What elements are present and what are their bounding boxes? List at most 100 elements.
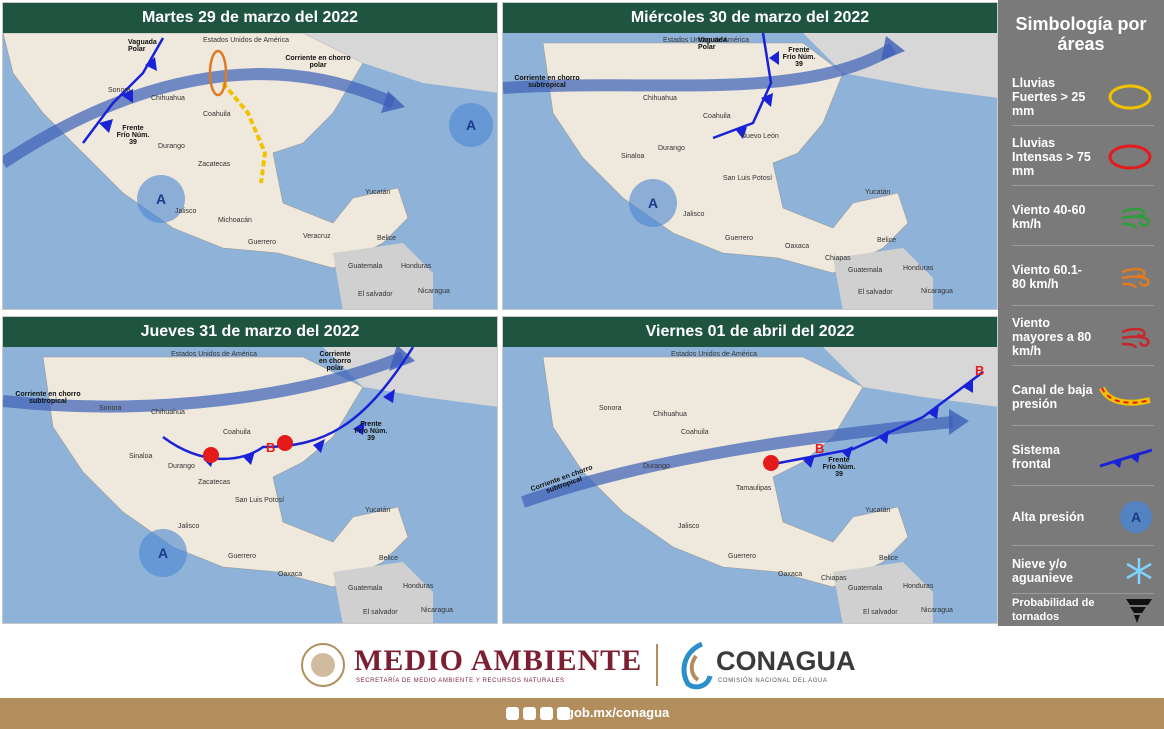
state-label: Durango — [158, 143, 185, 150]
country-label: Estados Unidos de América — [671, 351, 757, 358]
country-label: Nicaragua — [421, 607, 453, 614]
weather-map: B A — [3, 345, 497, 623]
trough-label: Vaguada Polar — [128, 39, 157, 53]
front-label: Frente Frío Núm. 39 — [822, 457, 856, 478]
legend-item-intense-rain: Lluvias Intensas > 75 mm — [1012, 128, 1154, 186]
panel-title: Jueves 31 de marzo del 2022 — [3, 317, 497, 347]
state-label: Sonora — [99, 405, 122, 412]
trough-icon — [1099, 385, 1151, 406]
state-label: Zacatecas — [198, 479, 231, 486]
conagua-logo-icon — [681, 641, 713, 690]
youtube-icon[interactable] — [557, 707, 570, 720]
state-label: Sinaloa — [129, 453, 153, 460]
legend-label: Viento mayores a 80 km/h — [1012, 315, 1092, 358]
jet-label: Corriente en chorro polar — [285, 55, 351, 69]
country-label: El salvador — [858, 289, 893, 296]
social-icons — [506, 707, 570, 720]
state-label: Jalisco — [175, 208, 197, 215]
legend-label: Viento 60.1-80 km/h — [1012, 262, 1082, 291]
state-label: San Luis Potosí — [235, 497, 285, 504]
state-label: Chiapas — [825, 255, 851, 262]
high-pressure-icon: A — [1120, 500, 1152, 533]
country-label: Estados Unidos de América — [203, 37, 289, 44]
instagram-icon[interactable] — [540, 707, 553, 720]
jet-label: Corriente en chorro subtropical — [15, 391, 81, 405]
brand-medio-ambiente-sub: SECRETARÍA DE MEDIO AMBIENTE Y RECURSOS … — [356, 678, 565, 684]
high-pressure-label: A — [156, 191, 166, 207]
state-label: Guerrero — [725, 235, 754, 242]
country-label: El salvador — [863, 609, 898, 616]
state-label: Durango — [168, 463, 195, 470]
country-label: Nicaragua — [921, 288, 953, 295]
state-label: Coahuila — [223, 429, 251, 436]
legend-label: Lluvias Intensas > 75 mm — [1012, 135, 1091, 178]
trough-label: Vaguada Polar — [698, 37, 727, 51]
jet-label: Corriente en chorro subtropical — [514, 75, 580, 89]
high-pressure-label: A — [158, 545, 168, 561]
green-wind-icon — [1121, 207, 1150, 229]
state-label: Oaxaca — [778, 571, 803, 578]
state-label: Yucatán — [365, 189, 391, 196]
state-label: Durango — [658, 145, 685, 152]
state-label: Jalisco — [678, 523, 700, 530]
coat-of-arms-icon — [301, 643, 345, 687]
country-label: Guatemala — [848, 585, 883, 592]
state-label: Coahuila — [681, 429, 709, 436]
country-label: Guatemala — [348, 263, 383, 270]
country-label: Honduras — [403, 583, 434, 590]
website-link[interactable]: gob.mx/conagua — [566, 705, 670, 720]
brand-conagua-sub: COMISIÓN NACIONAL DEL AGUA — [718, 678, 828, 684]
state-label: Nuevo León — [741, 133, 779, 140]
state-label: Chihuahua — [653, 411, 687, 418]
weather-map: A A — [3, 32, 497, 309]
brand-conagua: CONAGUA — [716, 646, 856, 676]
country-label: Estados Unidos de América — [663, 37, 749, 44]
state-label: Guerrero — [248, 239, 277, 246]
red-wind-icon — [1121, 327, 1150, 349]
panel-title: Viernes 01 de abril del 2022 — [503, 317, 997, 347]
front-label: Frente Frío Núm. 39 — [354, 421, 388, 442]
legend-item-heavy-rain: Lluvias Fuertes > 25 mm — [1012, 68, 1154, 126]
state-label: Chiapas — [821, 575, 847, 582]
country-label: Honduras — [903, 265, 934, 272]
state-label: Sonora — [599, 405, 622, 412]
low-pressure-label: B — [266, 440, 275, 455]
state-label: Oaxaca — [785, 243, 810, 250]
state-label: Yucatán — [365, 507, 391, 514]
high-pressure-label: A — [466, 117, 476, 133]
high-pressure-label: A — [648, 195, 658, 211]
panel-title: Miércoles 30 de marzo del 2022 — [503, 3, 997, 33]
country-label: Belice — [879, 555, 899, 562]
legend-item-tornado: Probabilidad de tornados — [1012, 594, 1154, 626]
facebook-icon[interactable] — [506, 707, 519, 720]
map-panel-thursday: Jueves 31 de marzo del 2022 B A Estados … — [2, 316, 498, 624]
state-label: Jalisco — [178, 523, 200, 530]
state-label: Durango — [643, 463, 670, 470]
state-label: Coahuila — [703, 113, 731, 120]
legend-label: Viento 40-60 km/h — [1012, 202, 1086, 231]
state-label: Chihuahua — [643, 95, 677, 102]
legend-item-snow: Nieve y/o aguanieve — [1012, 548, 1154, 594]
country-label: Estados Unidos de América — [171, 351, 257, 358]
state-label: Guerrero — [228, 553, 257, 560]
jet-label: Corriente en chorro polar — [318, 351, 352, 372]
legend-item-wind-60: Viento 60.1-80 km/h — [1012, 248, 1154, 306]
red-ellipse-icon — [1108, 144, 1152, 169]
twitter-icon[interactable] — [523, 707, 536, 720]
legend-label: Alta presión — [1012, 509, 1085, 524]
legend-panel: Simbología por áreas Lluvias Fuertes > 2… — [998, 0, 1164, 626]
brand-medio-ambiente: MEDIO AMBIENTE — [354, 644, 643, 677]
svg-text:A: A — [1131, 509, 1141, 525]
bottom-strip: gob.mx/conagua — [0, 698, 1164, 729]
legend-label: Canal de baja presión — [1012, 382, 1093, 411]
yellow-ellipse-icon — [1108, 84, 1152, 109]
state-label: Michoacán — [218, 217, 252, 224]
cold-front-icon — [1099, 448, 1153, 468]
legend-item-high: Alta presión A — [1012, 488, 1154, 546]
legend-title: Simbología por áreas — [1015, 14, 1147, 54]
logo-divider — [656, 644, 658, 686]
legend-item-wind-80: Viento mayores a 80 km/h — [1012, 308, 1154, 366]
country-label: Belice — [877, 237, 897, 244]
country-label: Nicaragua — [921, 607, 953, 614]
